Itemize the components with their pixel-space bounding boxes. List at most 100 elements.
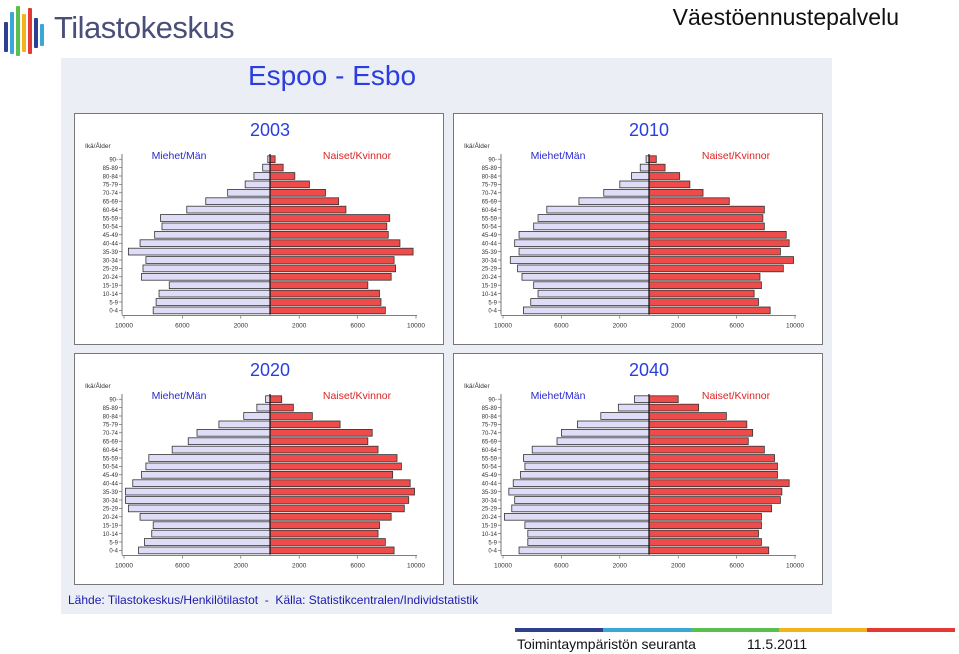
bar-female-35-39 bbox=[648, 247, 781, 256]
bar-female-90- bbox=[269, 395, 283, 403]
x-tick-label: 6000 bbox=[350, 563, 365, 570]
age-tick-label: 55-59 bbox=[103, 216, 119, 222]
bar-male-35-39 bbox=[127, 247, 271, 256]
pyramid-panel-2003: 2003 Ikä/Ålder Miehet/Män Naiset/Kvinnor 90-… bbox=[74, 113, 444, 345]
bar-female-35-39 bbox=[648, 487, 783, 496]
legend-male: Miehet/Män bbox=[152, 390, 207, 402]
bar-male-75-79 bbox=[244, 180, 271, 189]
age-tick-label: 55-59 bbox=[482, 456, 498, 462]
bar-male-10-14 bbox=[527, 529, 650, 538]
age-tick-label: 55-59 bbox=[103, 456, 119, 462]
bar-male-25-29 bbox=[127, 504, 271, 513]
bar-female-60-64 bbox=[269, 205, 347, 214]
bar-female-5-9 bbox=[648, 538, 762, 546]
bar-female-0-4 bbox=[648, 546, 770, 555]
footer-label: Toimintaympäristön seuranta bbox=[517, 636, 696, 652]
bar-male-15-19 bbox=[152, 521, 271, 530]
x-tick-label: 2000 bbox=[613, 563, 628, 570]
bar-female-20-24 bbox=[648, 272, 761, 281]
bar-male-70-74 bbox=[561, 429, 650, 437]
bar-female-10-14 bbox=[269, 529, 379, 538]
age-tick-label: 0-4 bbox=[109, 549, 118, 555]
bar-male-40-44 bbox=[132, 479, 271, 488]
chart-title: 2020 bbox=[250, 360, 290, 380]
age-tick-label: 10-14 bbox=[482, 292, 498, 298]
bar-female-90- bbox=[269, 155, 276, 163]
footer-bar-segment bbox=[515, 628, 603, 632]
bar-male-10-14 bbox=[158, 289, 271, 298]
age-tick-label: 10-14 bbox=[482, 532, 498, 538]
bar-female-30-34 bbox=[269, 256, 395, 264]
bar-male-25-29 bbox=[517, 264, 650, 273]
bar-female-80-84 bbox=[648, 412, 727, 420]
bar-male-10-14 bbox=[537, 289, 650, 298]
bar-female-70-74 bbox=[269, 189, 326, 197]
x-tick-label: 2000 bbox=[234, 323, 249, 330]
bar-male-0-4 bbox=[518, 546, 650, 555]
age-tick-label: 50-54 bbox=[103, 225, 119, 231]
chart-title: 2003 bbox=[250, 120, 290, 140]
bar-male-50-54 bbox=[161, 222, 271, 231]
bar-female-45-49 bbox=[648, 231, 787, 239]
logo-bar bbox=[40, 24, 44, 46]
footer-bar-segment bbox=[779, 628, 867, 632]
bar-female-40-44 bbox=[648, 239, 790, 248]
bar-female-20-24 bbox=[648, 512, 762, 521]
age-tick-label: 70-74 bbox=[103, 191, 119, 197]
legend-male: Miehet/Män bbox=[531, 390, 586, 402]
bar-male-10-14 bbox=[151, 529, 271, 538]
bar-male-20-24 bbox=[521, 272, 650, 281]
logo-bar bbox=[22, 14, 26, 52]
bar-female-90- bbox=[648, 395, 679, 403]
bar-female-5-9 bbox=[648, 298, 759, 306]
bar-female-55-59 bbox=[648, 454, 775, 462]
age-tick-label: 85-89 bbox=[482, 406, 498, 412]
bar-male-20-24 bbox=[504, 512, 650, 521]
age-tick-label: 10-14 bbox=[103, 532, 119, 538]
age-tick-label: 25-29 bbox=[103, 267, 119, 273]
bar-female-65-69 bbox=[648, 437, 749, 446]
legend-female: Naiset/Kvinnor bbox=[702, 390, 771, 402]
footer-date: 11.5.2011 bbox=[747, 636, 808, 652]
legend-female: Naiset/Kvinnor bbox=[702, 150, 771, 162]
age-tick-label: 75-79 bbox=[103, 183, 119, 189]
bar-female-85-89 bbox=[648, 403, 700, 412]
age-tick-label: 45-49 bbox=[482, 233, 498, 239]
age-tick-label: 85-89 bbox=[482, 166, 498, 172]
legend-male: Miehet/Män bbox=[152, 150, 207, 162]
logo-mark-icon bbox=[4, 6, 44, 56]
bar-female-65-69 bbox=[269, 197, 340, 206]
bar-male-55-59 bbox=[537, 214, 650, 222]
bar-male-65-69 bbox=[205, 197, 271, 206]
bar-female-75-79 bbox=[648, 180, 691, 189]
bar-female-50-54 bbox=[269, 462, 402, 471]
bar-female-40-44 bbox=[648, 479, 790, 488]
bar-male-60-64 bbox=[186, 205, 271, 214]
bar-male-45-49 bbox=[154, 231, 271, 239]
age-tick-label: 80-84 bbox=[482, 414, 498, 420]
bar-male-40-44 bbox=[139, 239, 271, 248]
bar-female-65-69 bbox=[648, 197, 730, 206]
bar-male-0-4 bbox=[152, 306, 271, 315]
age-tick-label: 20-24 bbox=[482, 275, 498, 281]
bar-male-85-89 bbox=[262, 163, 271, 172]
x-tick-label: 10000 bbox=[786, 323, 804, 330]
age-tick-label: 80-84 bbox=[482, 174, 498, 180]
bar-female-40-44 bbox=[269, 239, 401, 248]
footer-bar-segment bbox=[867, 628, 955, 632]
bar-female-25-29 bbox=[648, 264, 784, 273]
age-tick-label: 65-69 bbox=[482, 440, 498, 446]
bar-female-55-59 bbox=[648, 214, 764, 222]
x-tick-label: 10000 bbox=[494, 323, 512, 330]
age-tick-label: 25-29 bbox=[482, 267, 498, 273]
pyramid-chart-2003: 2003 Ikä/Ålder Miehet/Män Naiset/Kvinnor 90-… bbox=[85, 120, 425, 330]
age-tick-label: 35-39 bbox=[482, 250, 498, 256]
bar-male-60-64 bbox=[171, 445, 271, 454]
bar-female-30-34 bbox=[648, 496, 781, 504]
x-tick-label: 10000 bbox=[407, 563, 425, 570]
bar-female-85-89 bbox=[269, 403, 294, 412]
bar-female-60-64 bbox=[269, 445, 379, 454]
bar-male-15-19 bbox=[168, 281, 271, 290]
x-tick-label: 2000 bbox=[292, 323, 307, 330]
bar-male-80-84 bbox=[243, 412, 271, 420]
